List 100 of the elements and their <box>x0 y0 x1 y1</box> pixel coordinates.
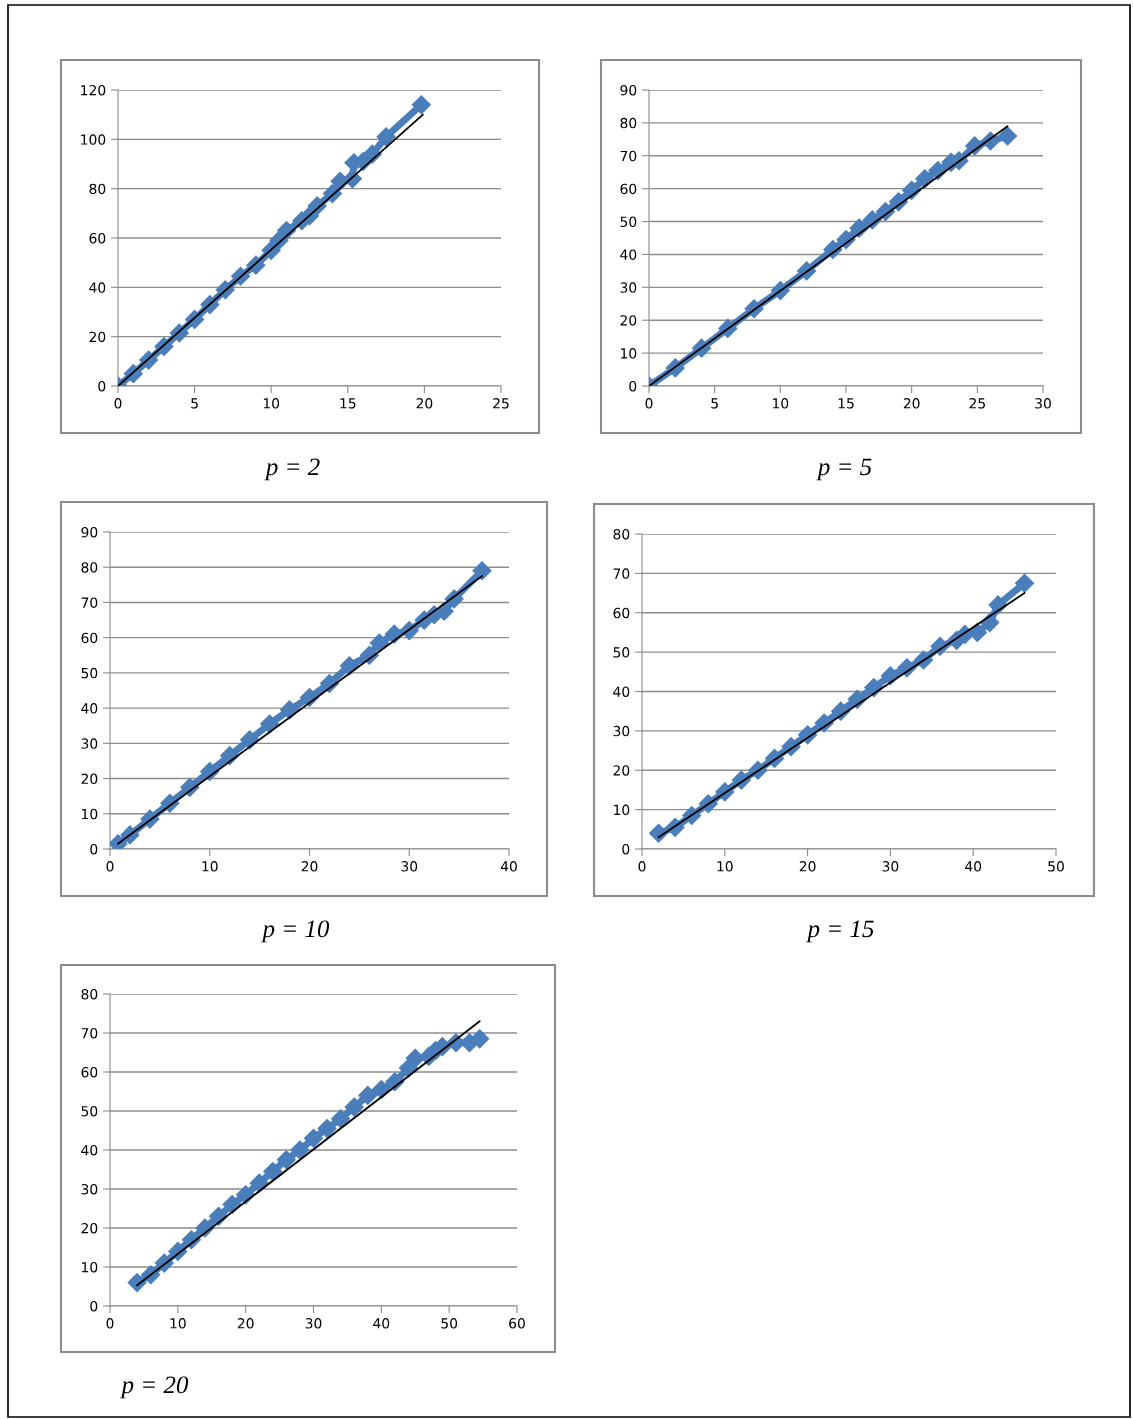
x-tick-label: 40 <box>500 861 517 872</box>
x-tick-label: 10 <box>263 398 280 409</box>
y-tick-label: 60 <box>89 232 106 244</box>
point <box>222 1195 242 1215</box>
x-tick-label: 0 <box>106 861 114 872</box>
x-tick-label: 20 <box>903 398 920 409</box>
point <box>260 714 280 734</box>
x-tick-label: 0 <box>106 1318 114 1329</box>
x-tick-label: 20 <box>301 861 318 872</box>
y-tick-label: 0 <box>90 843 98 855</box>
point <box>369 633 389 653</box>
point <box>127 1273 147 1293</box>
x-tick-label: 0 <box>114 398 122 409</box>
y-tick-label: 40 <box>89 282 106 293</box>
y-tick-label: 50 <box>81 667 98 679</box>
point <box>411 95 431 115</box>
y-tick-label: 80 <box>89 183 106 195</box>
y-tick-label: 50 <box>81 1105 98 1117</box>
point <box>472 561 492 581</box>
x-tick-label: 30 <box>882 861 899 872</box>
x-tick-label: 15 <box>340 398 356 409</box>
y-tick-label: 50 <box>620 216 637 228</box>
text: p = 15 <box>806 920 874 943</box>
y-tick-label: 40 <box>613 686 630 697</box>
y-tick-label: 70 <box>620 150 637 162</box>
point <box>290 1140 310 1160</box>
point <box>317 1119 337 1139</box>
point <box>276 1150 296 1170</box>
y-tick-label: 20 <box>81 1222 98 1234</box>
y-tick-label: 0 <box>629 380 637 392</box>
y-tick-label: 80 <box>81 562 98 573</box>
y-tick-label: 60 <box>81 632 98 644</box>
y-tick-label: 30 <box>81 738 98 749</box>
x-tick-label: 25 <box>969 398 985 409</box>
y-tick-label: 30 <box>620 282 637 293</box>
y-tick-label: 20 <box>613 765 630 776</box>
y-tick-label: 60 <box>613 607 630 619</box>
x-tick-label: 10 <box>773 398 789 409</box>
y-tick-label: 50 <box>613 647 630 658</box>
text: p = 5 <box>816 458 872 481</box>
y-tick-label: 40 <box>81 1144 98 1156</box>
x-tick-label: 10 <box>202 861 218 872</box>
y-tick-label: 20 <box>89 331 106 343</box>
y-tick-label: 20 <box>620 315 637 326</box>
x-tick-label: 30 <box>1035 398 1051 409</box>
point <box>405 1048 425 1068</box>
y-tick-label: 80 <box>613 528 630 540</box>
y-tick-label: 10 <box>621 348 637 359</box>
x-tick-label: 5 <box>191 398 198 409</box>
x-tick-label: 15 <box>838 398 854 409</box>
y-tick-label: 10 <box>614 804 630 816</box>
x-tick-label: 20 <box>416 398 433 409</box>
y-tick-label: 10 <box>82 808 98 820</box>
y-tick-label: 120 <box>81 84 106 96</box>
point <box>344 1097 364 1117</box>
point <box>280 700 300 720</box>
y-tick-label: 0 <box>622 843 630 855</box>
y-tick-label: 90 <box>620 84 637 96</box>
y-tick-label: 80 <box>81 988 98 1000</box>
y-tick-label: 30 <box>81 1183 98 1195</box>
x-tick-label: 40 <box>373 1318 390 1329</box>
y-tick-label: 0 <box>90 1300 98 1312</box>
text: p = 10 <box>261 920 330 943</box>
x-tick-label: 60 <box>509 1318 525 1329</box>
y-tick-label: 20 <box>81 773 98 785</box>
point <box>339 656 359 676</box>
y-tick-label: 100 <box>81 134 106 145</box>
y-tick-label: 10 <box>82 1261 98 1273</box>
point <box>1015 573 1035 593</box>
x-tick-label: 10 <box>717 861 733 872</box>
y-tick-label: 0 <box>98 380 106 392</box>
x-tick-label: 10 <box>170 1318 186 1329</box>
text: p = 20 <box>120 1376 189 1399</box>
x-tick-label: 5 <box>711 398 718 409</box>
x-tick-label: 30 <box>305 1318 322 1329</box>
y-tick-label: 70 <box>81 597 98 608</box>
x-tick-label: 30 <box>401 861 418 872</box>
y-tick-label: 70 <box>81 1027 98 1039</box>
point <box>998 126 1018 146</box>
x-tick-label: 0 <box>638 861 646 872</box>
y-tick-label: 90 <box>81 526 98 538</box>
point <box>263 1161 283 1181</box>
x-tick-label: 50 <box>1048 861 1064 872</box>
y-tick-label: 80 <box>620 117 637 129</box>
y-tick-label: 30 <box>613 725 630 737</box>
y-tick-label: 40 <box>620 249 637 260</box>
y-tick-label: 60 <box>81 1066 98 1078</box>
text: p = 2 <box>264 458 320 481</box>
x-tick-label: 50 <box>441 1318 458 1329</box>
x-tick-label: 20 <box>799 861 816 872</box>
point <box>358 1085 378 1105</box>
x-tick-label: 25 <box>493 398 509 409</box>
y-tick-label: 70 <box>613 568 630 579</box>
y-tick-label: 60 <box>620 183 637 195</box>
x-tick-label: 20 <box>237 1318 254 1329</box>
point <box>303 1128 324 1148</box>
point <box>331 1109 351 1129</box>
y-tick-label: 40 <box>81 703 98 714</box>
point <box>470 1029 490 1049</box>
x-tick-label: 40 <box>965 861 982 872</box>
